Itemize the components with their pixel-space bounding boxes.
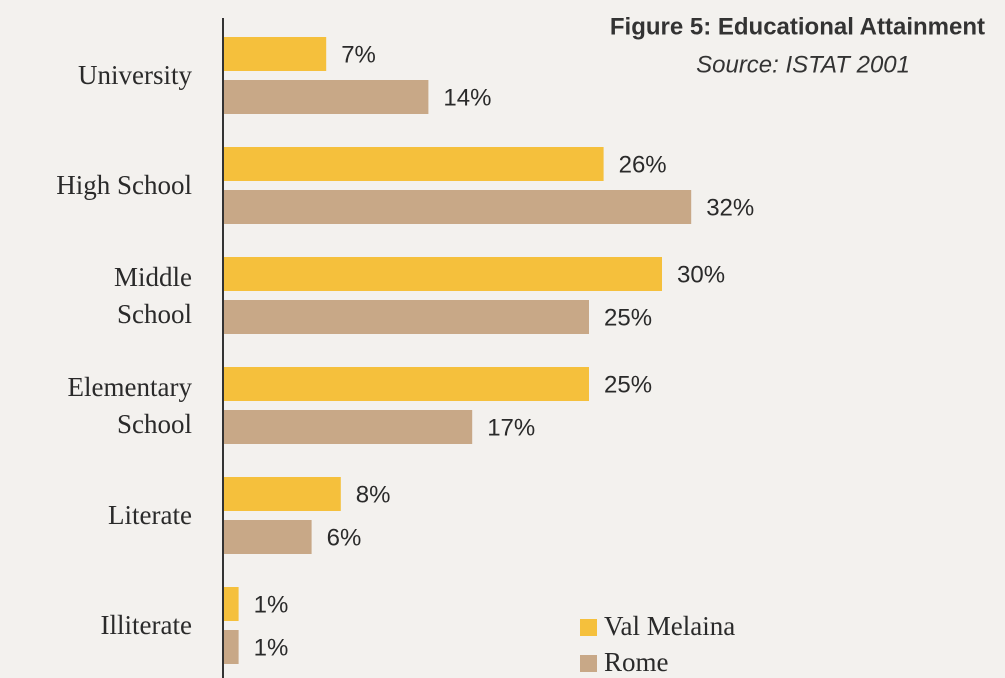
value-label: 1% xyxy=(254,591,289,618)
bar xyxy=(224,37,327,71)
category-label: University xyxy=(78,60,192,90)
bar xyxy=(224,147,604,181)
legend-label: Rome xyxy=(604,647,669,677)
category-label: Illiterate xyxy=(100,610,192,640)
category-label: Elementary School xyxy=(67,371,192,439)
value-label: 14% xyxy=(443,84,491,111)
legend-label: Val Melaina xyxy=(604,611,735,641)
legend-swatch xyxy=(580,619,597,636)
value-label: 30% xyxy=(677,261,725,288)
bar xyxy=(224,630,239,664)
value-label: 6% xyxy=(327,524,362,551)
category-label: Literate xyxy=(108,500,192,530)
value-label: 17% xyxy=(487,414,535,441)
bar xyxy=(224,80,429,114)
bar xyxy=(224,587,239,621)
value-label: 32% xyxy=(706,194,754,221)
value-label: 26% xyxy=(619,151,667,178)
legend-swatch xyxy=(580,655,597,672)
bar xyxy=(224,520,312,554)
bar xyxy=(224,367,589,401)
chart-subtitle: Source: ISTAT 2001 xyxy=(696,51,910,78)
value-label: 1% xyxy=(254,634,289,661)
bar xyxy=(224,190,692,224)
value-label: 25% xyxy=(604,371,652,398)
value-label: 25% xyxy=(604,304,652,331)
bar xyxy=(224,410,473,444)
value-label: 7% xyxy=(341,41,376,68)
chart-title: Figure 5: Educational Attainment xyxy=(610,13,985,40)
value-label: 8% xyxy=(356,481,391,508)
bar xyxy=(224,257,662,291)
bar xyxy=(224,477,341,511)
category-label: High School xyxy=(56,170,192,200)
bar xyxy=(224,300,589,334)
category-label: Middle School xyxy=(114,261,192,329)
